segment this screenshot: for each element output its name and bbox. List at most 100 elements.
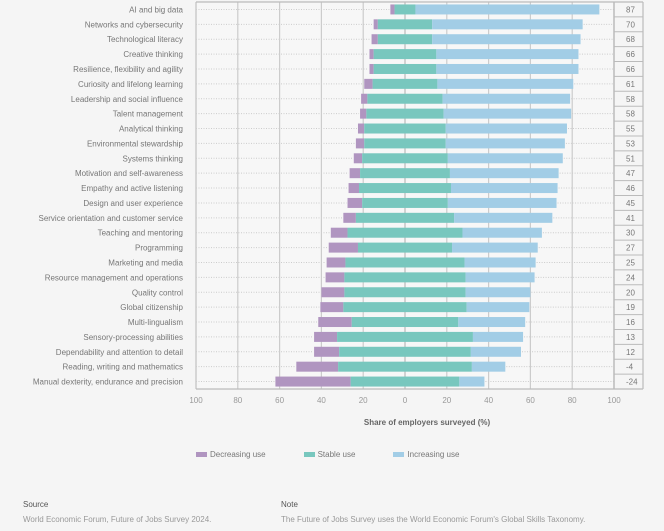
net-value-label: 25 [626,258,635,267]
bar-increasing [470,346,521,357]
category-label: Talent management [113,110,184,119]
net-value-label: 66 [626,65,635,74]
bar-stable [345,257,465,268]
category-label: Service orientation and customer service [38,214,183,223]
category-label: Technological literacy [107,35,183,44]
bar-decreasing [360,108,367,119]
bar-increasing [437,78,574,89]
x-tick-label: 80 [568,396,577,405]
category-label: Reading, writing and mathematics [62,363,183,372]
bar-increasing [415,4,600,15]
legend-swatch-stable [303,452,315,457]
bar-stable [377,19,433,30]
bar-stable [344,272,466,283]
category-label: Resource management and operations [45,273,183,282]
note-heading: Note [281,500,298,509]
legend-swatch-decreasing [196,452,207,457]
bar-stable [373,63,437,74]
x-tick-label: 100 [607,396,621,405]
note-text: The Future of Jobs Survey uses the World… [281,515,586,524]
x-tick-label: 40 [484,396,493,405]
bar-decreasing [355,138,365,149]
net-value-label: 45 [626,199,635,208]
bar-decreasing [320,302,344,313]
bar-decreasing [330,227,348,238]
net-value-label: 47 [626,169,635,178]
net-value-label: 13 [626,333,635,342]
legend: Decreasing use Stable use Increasing use [196,450,497,459]
category-label: Resilience, flexibility and agility [73,65,183,74]
bar-decreasing [348,183,360,194]
bar-increasing [466,302,530,313]
net-value-label: 87 [626,5,635,14]
category-label: Analytical thinking [119,125,183,134]
bar-stable [351,317,459,328]
category-label: Leadership and social influence [71,95,184,104]
bar-increasing [445,123,567,134]
bar-decreasing [325,272,345,283]
category-label: Sensory-processing abilities [83,333,183,342]
net-value-label: 68 [626,35,635,44]
bar-decreasing [349,168,361,179]
bar-decreasing [326,257,346,268]
source-block: Source World Economic Forum, Future of J… [23,500,211,524]
bar-decreasing [347,197,363,208]
bar-increasing [443,108,572,119]
bar-stable [367,93,443,104]
bar-stable [362,153,448,164]
bar-increasing [465,287,531,298]
bar-increasing [472,331,524,342]
category-label: Empathy and active listening [81,184,183,193]
category-label: Quality control [132,288,183,297]
bar-decreasing [369,49,374,60]
legend-label-stable: Stable use [317,450,356,459]
bar-increasing [442,93,571,104]
x-tick-label: 20 [442,396,451,405]
bar-stable [377,34,433,45]
bar-decreasing [314,346,340,357]
x-tick-label: 20 [359,396,368,405]
net-value-label: -24 [626,378,638,387]
bar-stable [373,49,437,60]
bar-increasing [464,257,536,268]
note-block: Note The Future of Jobs Survey uses the … [281,500,585,524]
bar-increasing [436,63,579,74]
category-label: Motivation and self-awareness [75,169,183,178]
bar-stable [343,302,467,313]
category-label: Networks and cybersecurity [85,20,183,29]
bar-decreasing [361,93,368,104]
bar-decreasing [357,123,365,134]
net-value-label: 58 [626,110,635,119]
category-label: Design and user experience [83,199,183,208]
bar-decreasing [275,376,351,387]
x-tick-label: 100 [189,396,203,405]
net-value-label: 51 [626,154,635,163]
category-label: AI and big data [129,5,183,14]
bar-stable [338,361,472,372]
x-tick-label: 60 [275,396,284,405]
bar-decreasing [328,242,358,253]
net-value-label: 20 [626,288,635,297]
net-value-label: 19 [626,303,635,312]
source-text: World Economic Forum, Future of Jobs Sur… [23,515,212,524]
bar-stable [357,242,453,253]
net-value-label: -4 [626,363,634,372]
bar-stable [344,287,466,298]
bar-increasing [450,183,558,194]
diverging-bar-chart: AI and big data 87 Networks and cybersecur… [33,1,644,427]
bar-increasing [465,272,535,283]
net-value-label: 58 [626,95,635,104]
bar-stable [337,331,473,342]
source-heading: Source [23,500,49,509]
bar-stable [360,168,450,179]
net-value-label: 24 [626,273,635,282]
x-tick-label: 80 [233,396,242,405]
bar-stable [355,212,455,223]
bar-stable [364,138,446,149]
bar-decreasing [318,317,352,328]
x-tick-label: 40 [317,396,326,405]
net-value-label: 70 [626,20,635,29]
bar-stable [372,78,438,89]
bar-decreasing [314,331,338,342]
category-label: Global citizenship [120,303,183,312]
